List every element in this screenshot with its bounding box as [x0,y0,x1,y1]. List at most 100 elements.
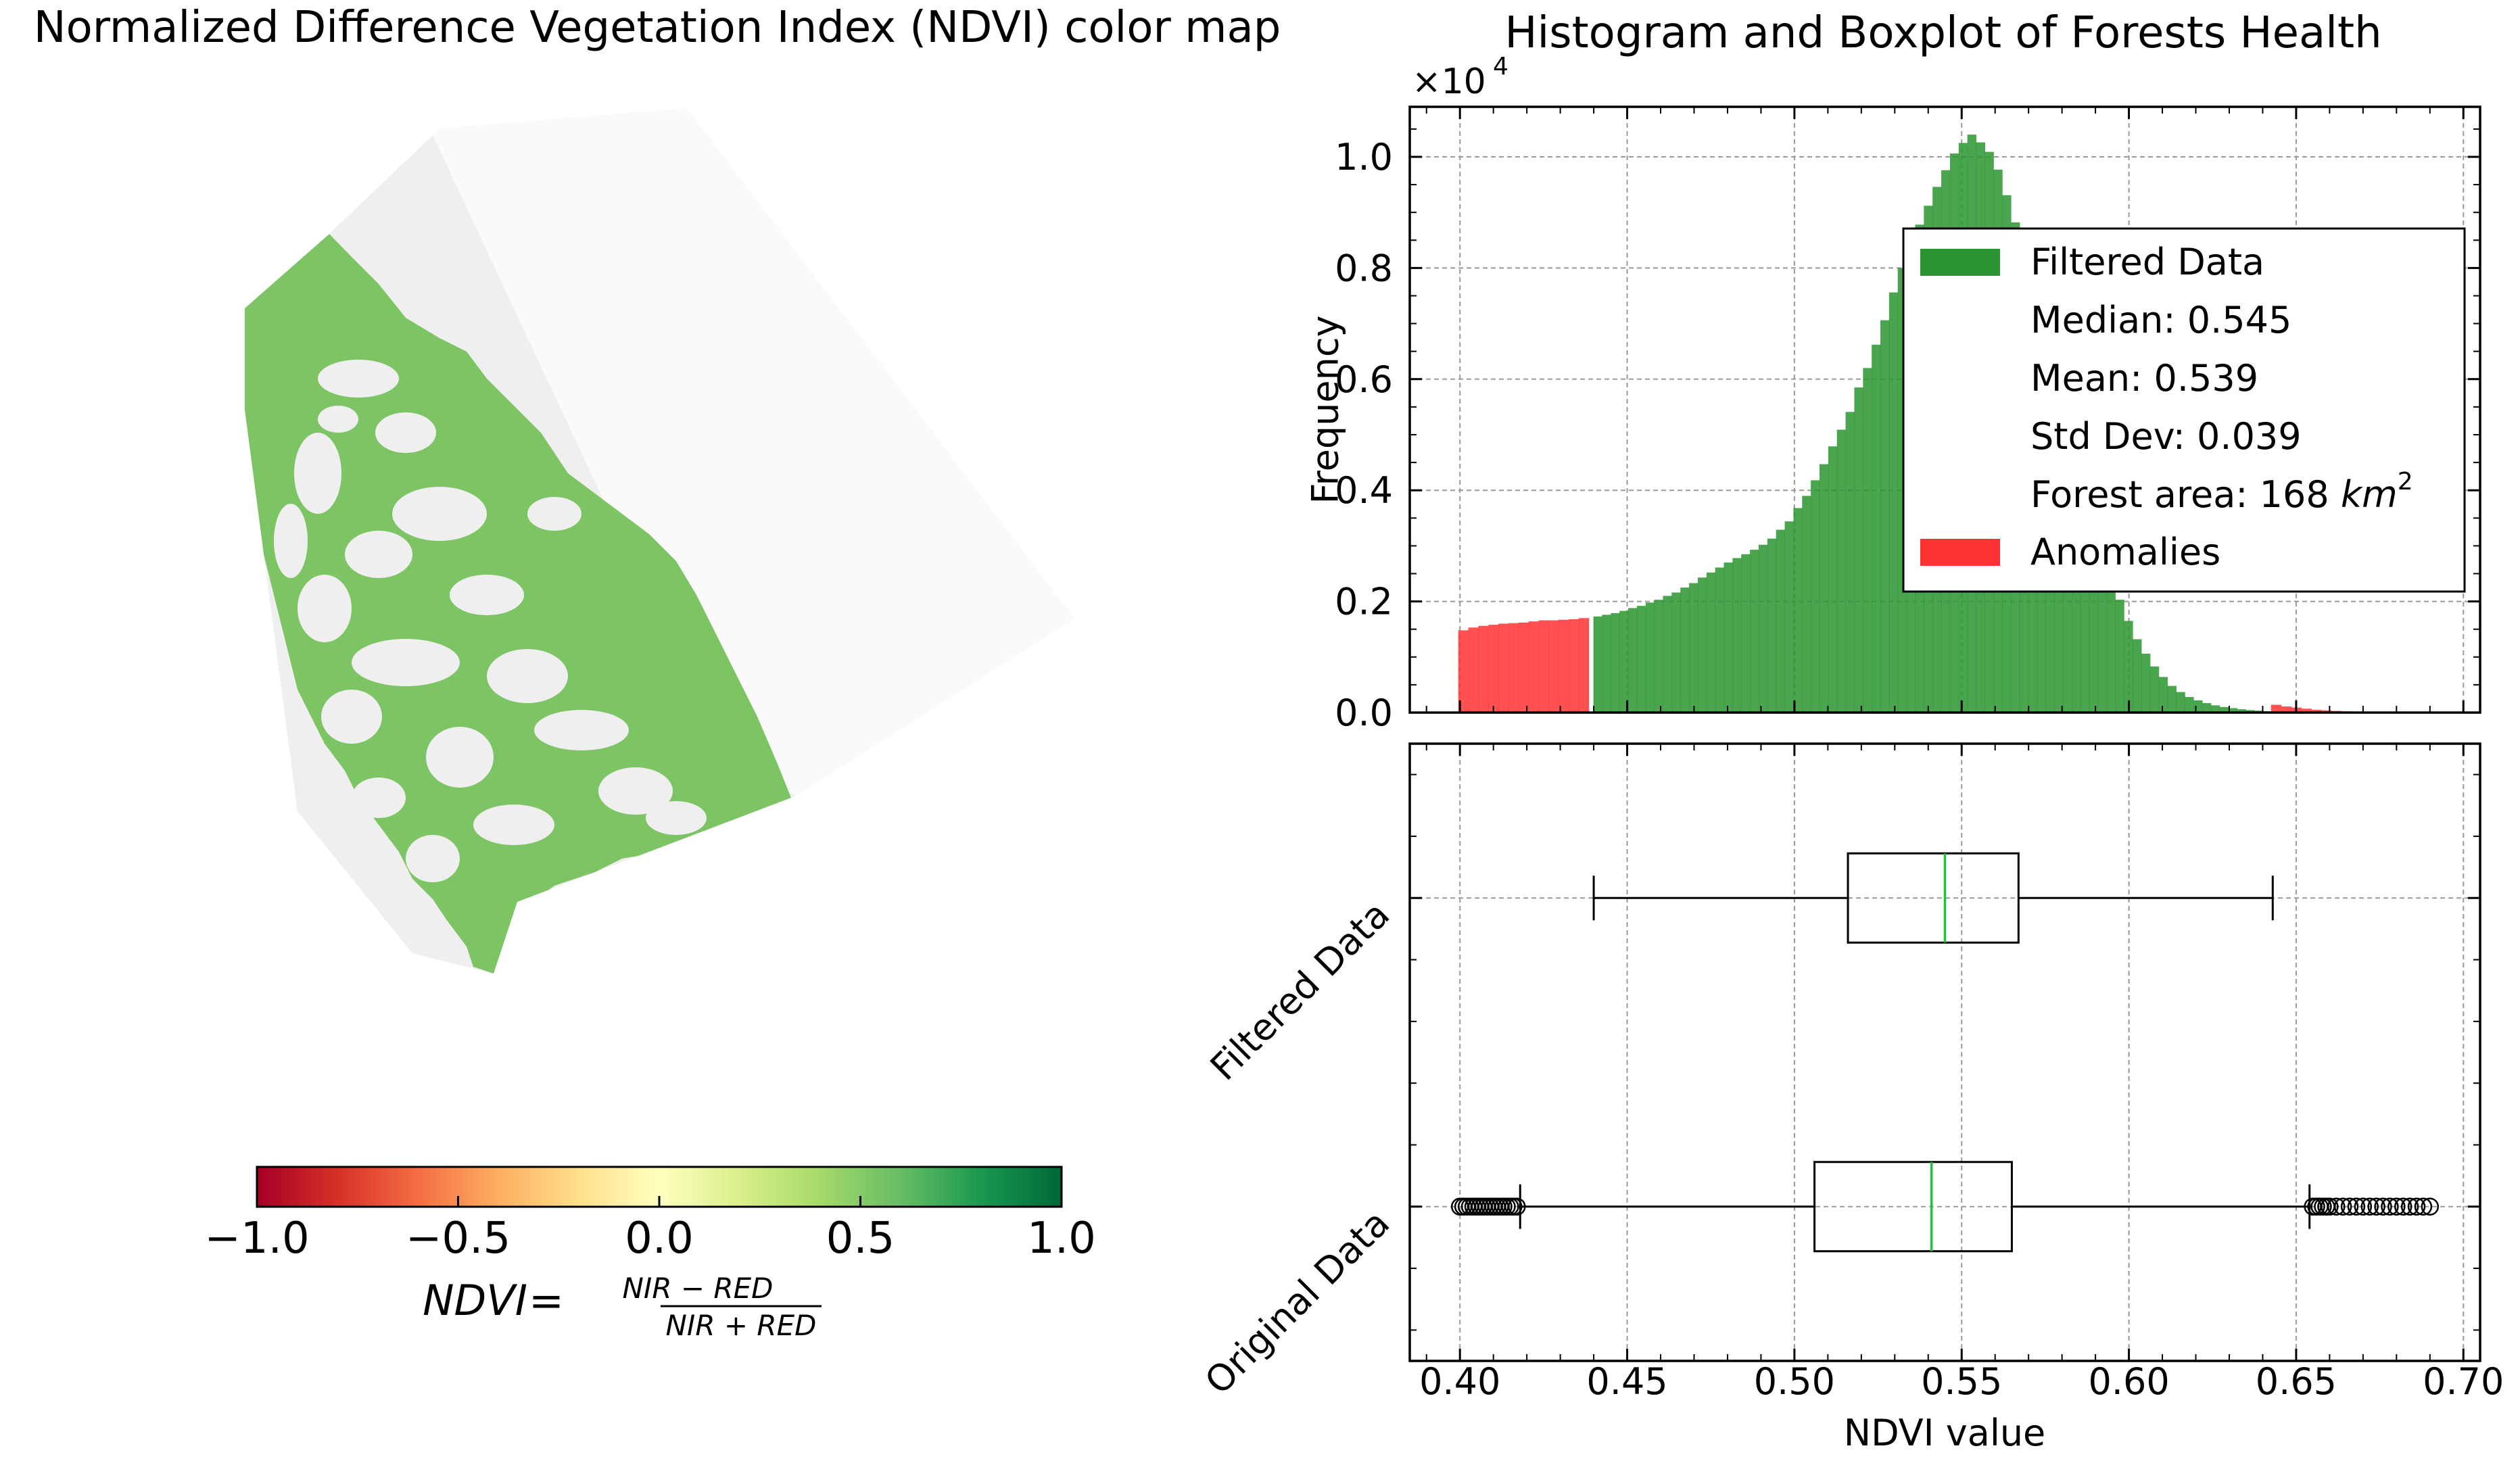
histogram-bar [2245,710,2255,713]
boxplot-xtick-label: 0.70 [2423,1360,2504,1403]
histogram-bar [2133,639,2142,713]
colorbar-tick-label: 1.0 [1027,1214,1096,1264]
histogram-bar [1811,480,1820,713]
legend-frame [1902,227,2466,593]
boxplot-grid [1410,744,2480,1361]
histogram-bar [2115,600,2124,713]
histogram-bar [1689,583,1698,713]
bare-patch [352,639,460,686]
colorbar-label-lhs: NDVI [423,1276,527,1325]
boxplot-outlier [2367,1197,2385,1216]
bare-patch [318,360,399,398]
histogram-bar [1619,610,1629,713]
histogram-bar [1706,572,1716,713]
histogram-bar [1458,630,1469,713]
colorbar-tick-label: −0.5 [406,1214,510,1264]
boxplot-outlier [2347,1197,2366,1216]
histogram-ytick-label: 0.6 [1335,358,1393,401]
colorbar-label-eq: = [529,1276,564,1325]
bare-patch [646,801,707,835]
histogram-bar [2158,677,2168,713]
histogram-ytick-label: 0.2 [1335,581,1393,623]
vegetation-cover [245,234,791,974]
legend-forest-area-value: Forest area: 168 [2030,473,2329,516]
boxplot-outlier [2327,1197,2346,1216]
legend-anomalies: Anomalies [2030,531,2220,573]
histogram-bar [2167,686,2177,713]
histogram-ytick-label: 0.0 [1335,692,1393,734]
boxplot-category-labels: Filtered Data Original Data [1197,893,1398,1403]
boxplot-xtick-label: 0.65 [2256,1360,2337,1403]
histogram-panel: Histogram and Boxplot of Forests Health … [1304,8,2481,734]
histogram-bar [1793,508,1803,713]
bare-patch [352,777,406,818]
bare-patch [450,575,524,615]
histogram-bar [1602,615,1611,713]
histogram-bar [1732,558,1742,713]
boxplot-xtick-label: 0.55 [1921,1360,2002,1403]
bare-patch [487,649,568,703]
histogram-bar [1715,567,1725,713]
histogram-bar [2124,621,2133,713]
legend-mean: Mean: 0.539 [2030,357,2258,400]
histogram-bar [1488,625,1499,713]
boxplot-xtick-labels: 0.40 0.45 0.50 0.55 0.60 0.65 0.70 [1419,1360,2504,1403]
histogram-bar [1636,606,1646,713]
histogram-bar [1697,577,1707,713]
histogram-bar [2237,709,2246,713]
bare-patch [473,805,554,845]
histogram-bar [1758,544,1768,713]
map-title: Normalized Difference Vegetation Index (… [34,3,1281,53]
colorbar-tick-label: 0.0 [625,1214,694,1264]
x-axis-label: NDVI value [1844,1412,2046,1454]
colorbar-tick-label: 0.5 [826,1214,895,1264]
boxplot-xtick-label: 0.50 [1754,1360,1835,1403]
legend-std-dev: Std Dev: 0.039 [2030,415,2302,458]
histogram-bar [2311,709,2322,713]
histogram-ytick-label: 1.0 [1335,136,1393,178]
histogram-bar [1767,538,1777,713]
histogram-ytick-labels: 0.0 0.2 0.4 0.6 0.8 1.0 [1335,136,1393,734]
histogram-bar [1559,619,1569,713]
histogram-bar [1578,618,1590,713]
histogram-bar [1680,587,1690,713]
histogram-bar [1611,613,1620,713]
boxplot-box [1813,1161,2013,1253]
bare-patch [534,710,629,750]
colorbar-label-denominator: NIR + RED [666,1309,817,1342]
histogram-bar [1845,412,1855,713]
histogram-bar [1671,592,1681,713]
bare-patches [274,360,707,882]
boxplot-outlier [2333,1197,2352,1216]
boxplot-category-label: Filtered Data [1202,893,1398,1088]
histogram-bar [1654,600,1664,713]
bare-patch [294,433,341,514]
boxplot-outlier [2381,1197,2399,1216]
ndvi-map-image [245,108,1074,974]
histogram-bar [2185,696,2194,713]
histogram-bar [2281,706,2292,713]
histogram-bar [2271,704,2282,713]
histogram-bar [2106,572,2116,713]
boxplot-outlier [2374,1197,2392,1216]
legend-forest-area-unit-exp: 2 [2398,468,2413,496]
boxplot-box [1847,852,2020,944]
histogram-bar [1663,596,1672,713]
histogram-bar [1854,387,1863,713]
chart-title: Histogram and Boxplot of Forests Health [1504,8,2381,58]
histogram-bar [2141,653,2151,713]
histogram-ytick-label: 0.4 [1335,469,1393,512]
histogram-bar [1802,496,1811,713]
histogram-bar [1776,529,1786,713]
histogram-ytick-label: 0.8 [1335,247,1393,289]
histogram-bar [1548,620,1559,713]
bare-patch [598,767,673,815]
ndvi-map-panel: Normalized Difference Vegetation Index (… [34,3,1281,1342]
histogram-bar [1836,429,1847,713]
histogram-bar [1741,554,1751,713]
histogram-bar [2193,700,2203,713]
histogram-bar [1645,602,1655,713]
histogram-bar [1888,292,1899,713]
bare-patch [375,412,436,453]
